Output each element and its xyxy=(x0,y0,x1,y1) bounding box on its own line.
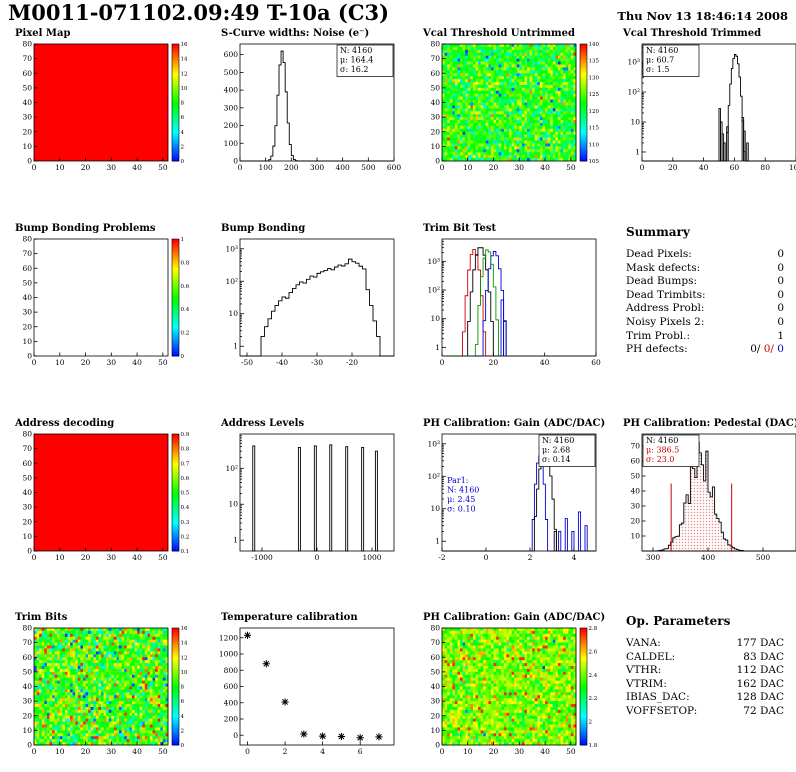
op-parameters-row-2: VTHR: 112 DAC xyxy=(626,664,784,678)
row-label: IBIAS_DAC: xyxy=(626,691,690,704)
row-value: 162 DAC xyxy=(736,677,784,690)
panel-vcal-trimmed: Vcal Threshold Trimmed xyxy=(618,28,796,174)
row-value-part: 0/ xyxy=(760,343,774,356)
pixel-map-title: Pixel Map xyxy=(15,28,71,39)
vcal-untrimmed-title: Vcal Threshold Untrimmed xyxy=(423,28,575,39)
row-value: 0 xyxy=(777,288,784,301)
op-parameters-title: Op. Parameters xyxy=(626,614,731,628)
op-parameters-row-1: CALDEL: 83 DAC xyxy=(626,651,784,665)
panel-bump-bonding: Bump Bonding xyxy=(216,223,408,369)
row-value: 0 xyxy=(777,248,784,260)
ph-gain-map-title: PH Calibration: Gain (ADC/DAC) xyxy=(423,612,606,623)
row-label: PH defects: xyxy=(626,343,688,356)
trim-bit-test-title: Trim Bit Test xyxy=(423,223,497,234)
bump-bonding-title: Bump Bonding xyxy=(221,223,306,234)
panel-address-levels: Address Levels xyxy=(216,418,408,564)
row-label: Mask defects: xyxy=(626,261,701,274)
temp-calibration-plot xyxy=(216,624,402,758)
row-label: CALDEL: xyxy=(626,650,676,663)
panel-bump-problems: Bump Bonding Problems xyxy=(10,223,202,369)
address-decoding-title: Address decoding xyxy=(15,418,115,429)
panel-ph-gain-hist: PH Calibration: Gain (ADC/DAC) xyxy=(418,418,610,564)
row-label: VOFFSETOP: xyxy=(626,704,698,717)
row-value: 72 DAC xyxy=(743,704,784,717)
bump-problems-plot xyxy=(10,235,196,369)
panel-op-parameters: Op. Parameters VANA: 177 DAC CALDEL: 83 DAC V… xyxy=(618,612,796,719)
panel-ph-pedestal: PH Calibration: Pedestal (DAC) xyxy=(618,418,796,564)
row-value: 1 xyxy=(777,329,784,342)
row-label: VANA: xyxy=(626,637,661,649)
row-label: Trim Probl.: xyxy=(626,329,691,342)
op-parameters-row-0: VANA: 177 DAC xyxy=(626,637,784,651)
row-value: 0 xyxy=(777,261,784,274)
panel-temp-calibration: Temperature calibration xyxy=(216,612,408,758)
bump-problems-title: Bump Bonding Problems xyxy=(15,223,156,234)
row-value: 0 xyxy=(777,275,784,288)
summary-row-2: Dead Bumps: 0 xyxy=(626,275,784,289)
row-value-part: 0 xyxy=(773,343,784,356)
panel-summary: Summary Dead Pixels: 0 Mask defects: 0 Dead B… xyxy=(618,223,796,357)
row-value-part: 0/ xyxy=(750,343,761,356)
panel-ph-gain-map: PH Calibration: Gain (ADC/DAC) xyxy=(418,612,610,758)
panel-trim-bit-test: Trim Bit Test xyxy=(418,223,610,369)
vcal-trimmed-plot xyxy=(618,40,796,174)
trim-bit-test-plot xyxy=(418,235,604,369)
scurve-noise-title: S-Curve widths: Noise (e⁻) xyxy=(221,28,370,39)
temp-calibration-title: Temperature calibration xyxy=(221,612,358,623)
address-levels-title: Address Levels xyxy=(221,418,305,429)
row-value: 0 xyxy=(777,302,784,315)
row-label: Dead Trimbits: xyxy=(626,288,706,301)
vcal-trimmed-title: Vcal Threshold Trimmed xyxy=(623,28,762,39)
row-label: Dead Pixels: xyxy=(626,248,692,260)
panel-scurve-noise: S-Curve widths: Noise (e⁻) xyxy=(216,28,408,174)
row-value: 112 DAC xyxy=(736,664,784,677)
summary-row-1: Mask defects: 0 xyxy=(626,262,784,276)
summary-row-6: Trim Probl.: 1 xyxy=(626,330,784,344)
panel-vcal-untrimmed: Vcal Threshold Untrimmed xyxy=(418,28,610,174)
ph-gain-map-plot xyxy=(418,624,604,758)
row-label: Noisy Pixels 2: xyxy=(626,315,705,328)
summary-row-5: Noisy Pixels 2: 0 xyxy=(626,316,784,330)
panel-address-decoding: Address decoding xyxy=(10,418,202,564)
row-value: 83 DAC xyxy=(743,650,784,663)
row-label: Address Probl: xyxy=(626,302,705,315)
row-label: VTHR: xyxy=(626,664,662,677)
ph-pedestal-plot xyxy=(618,430,796,564)
panel-pixel-map: Pixel Map xyxy=(10,28,202,174)
panel-trim-bits: Trim Bits xyxy=(10,612,202,758)
ph-gain-hist-title: PH Calibration: Gain (ADC/DAC) xyxy=(423,418,606,429)
row-value: 0 xyxy=(777,315,784,328)
summary-row-7: PH defects: 0/ 0/ 0 xyxy=(626,343,784,357)
scurve-noise-plot xyxy=(216,40,402,174)
row-label: VTRIM: xyxy=(626,677,667,690)
pixel-map-plot xyxy=(10,40,196,174)
ph-gain-hist-plot xyxy=(418,430,604,564)
page-title: M0011-071102.09:49 T-10a (C3) xyxy=(8,0,390,25)
summary-row-3: Dead Trimbits: 0 xyxy=(626,289,784,303)
row-label: Dead Bumps: xyxy=(626,275,698,288)
row-value: 128 DAC xyxy=(736,691,784,704)
vcal-untrimmed-plot xyxy=(418,40,604,174)
row-value: 0/ 0/ 0 xyxy=(750,343,784,357)
summary-row-0: Dead Pixels: 0 xyxy=(626,248,784,262)
trim-bits-plot xyxy=(10,624,196,758)
op-parameters-row-4: IBIAS_DAC: 128 DAC xyxy=(626,691,784,705)
op-parameters-row-5: VOFFSETOP: 72 DAC xyxy=(626,705,784,719)
address-decoding-plot xyxy=(10,430,196,564)
summary-title: Summary xyxy=(626,225,690,239)
trim-bits-title: Trim Bits xyxy=(15,612,68,623)
op-parameters-row-3: VTRIM: 162 DAC xyxy=(626,678,784,692)
summary-row-4: Address Probl: 0 xyxy=(626,302,784,316)
timestamp: Thu Nov 13 18:46:14 2008 xyxy=(617,9,788,23)
address-levels-plot xyxy=(216,430,402,564)
ph-pedestal-title: PH Calibration: Pedestal (DAC) xyxy=(623,418,796,429)
row-value: 177 DAC xyxy=(736,637,784,649)
bump-bonding-plot xyxy=(216,235,402,369)
